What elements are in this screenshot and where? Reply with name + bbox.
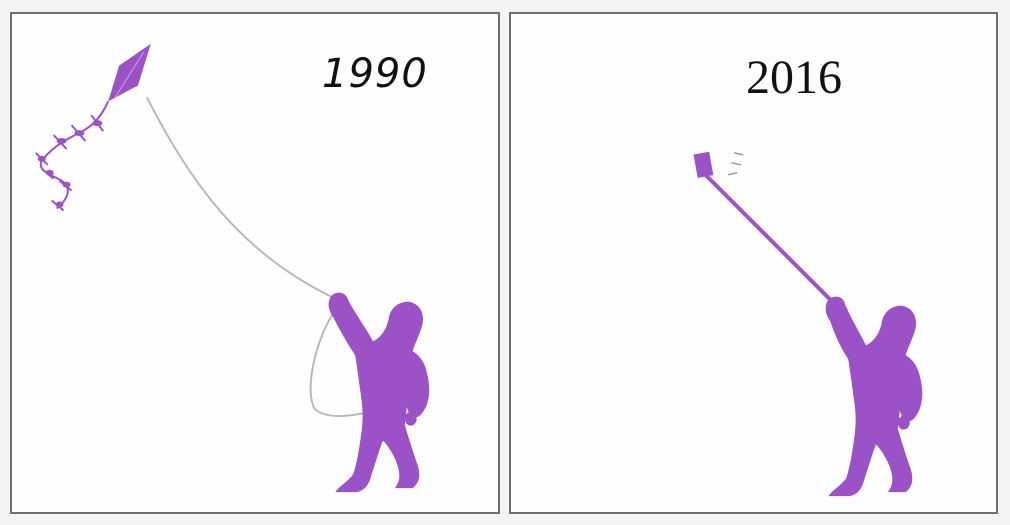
kite-tail	[35, 100, 110, 212]
year-label: 1990	[322, 51, 428, 97]
child-silhouette-icon	[825, 296, 923, 497]
child-silhouette-icon	[328, 292, 430, 493]
selfie-scene	[693, 151, 923, 497]
selfie-stick	[703, 172, 835, 304]
year-label: 2016	[746, 51, 842, 104]
phone-icon	[693, 151, 714, 178]
kite-scene	[35, 43, 430, 493]
panel-2016: 2016	[509, 12, 998, 514]
panel-1990: 1990	[10, 12, 500, 514]
flash-marks	[728, 152, 744, 176]
string-loop	[309, 311, 380, 417]
kite-icon	[108, 43, 151, 102]
kite-string	[146, 96, 332, 298]
